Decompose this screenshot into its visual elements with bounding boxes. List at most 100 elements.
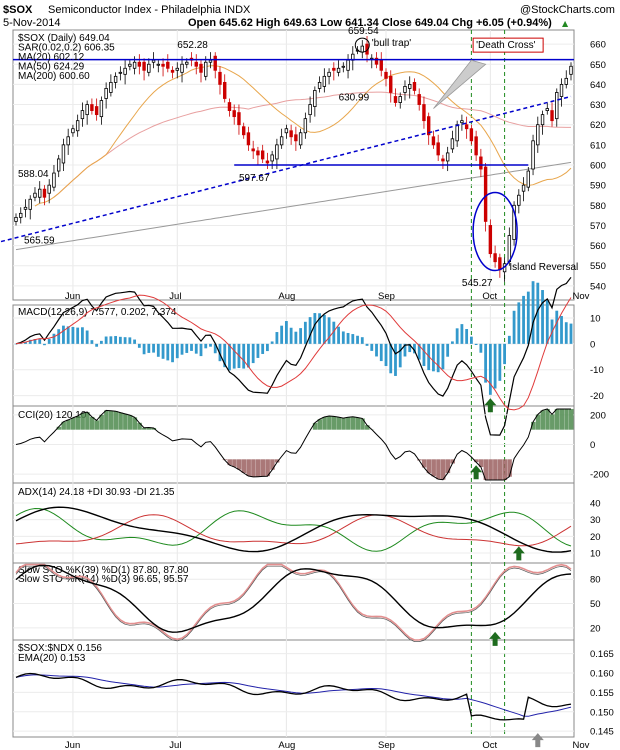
- macd-histogram-bar: [280, 325, 284, 344]
- candle-body: [156, 63, 161, 66]
- candle-body: [555, 92, 559, 120]
- candle-body: [270, 154, 274, 162]
- cci-extreme-fill: [365, 425, 370, 430]
- candle-body: [218, 71, 222, 85]
- macd-histogram-bar: [194, 343, 198, 354]
- y-tick-label: 0.165: [590, 649, 614, 660]
- chart-date: 5-Nov-2014: [3, 17, 60, 29]
- cci-extreme-fill: [445, 459, 451, 474]
- candle-body: [227, 102, 232, 111]
- macd-histogram-bar: [76, 327, 80, 344]
- cci-extreme-fill: [421, 459, 427, 468]
- cci-extreme-fill: [127, 415, 133, 430]
- x-month-label-bottom: Nov: [572, 740, 589, 750]
- cci-extreme-fill: [431, 459, 436, 477]
- candle-body: [241, 126, 246, 136]
- candle-body: [531, 140, 535, 170]
- macd-histogram-bar: [232, 343, 236, 369]
- candle-body: [75, 120, 80, 132]
- cci-extreme-fill: [251, 459, 256, 477]
- macd-histogram-bar: [531, 281, 535, 344]
- macd-histogram-bar: [223, 343, 227, 368]
- cci-extreme-fill: [123, 413, 128, 430]
- cci-extreme-fill: [360, 418, 365, 430]
- trendline: [0, 95, 572, 243]
- macd-histogram-bar: [436, 343, 440, 373]
- y-tick-label: 200: [590, 410, 606, 421]
- cci-extreme-fill: [255, 459, 261, 477]
- ma20-line: [34, 65, 572, 207]
- candle-body: [322, 75, 327, 87]
- candle-body: [517, 194, 521, 206]
- macd-panel: -20 -10 0 10 MACD(12,26,9) 7.577, 0.202, 7.3…: [13, 276, 604, 436]
- candle-body: [19, 212, 23, 218]
- cci-extreme-fill: [497, 459, 503, 481]
- macd-histogram-bar: [242, 343, 246, 369]
- y-tick-label: 540: [590, 281, 606, 292]
- candle-body: [38, 188, 42, 198]
- cci-line: [15, 408, 571, 481]
- candle-body: [137, 61, 142, 67]
- plus-di-line: [15, 507, 572, 552]
- cci-extreme-fill: [550, 414, 555, 430]
- macd-histogram-bar: [469, 336, 473, 344]
- candle-body: [384, 71, 388, 79]
- macd-histogram-bar: [541, 290, 544, 344]
- candle-body: [303, 118, 308, 134]
- candle-body: [170, 69, 175, 73]
- price-legend-entry: MA(200) 600.60: [18, 71, 90, 82]
- candle-body: [422, 104, 426, 122]
- candle-body: [118, 71, 123, 74]
- macd-histogram-bar: [109, 336, 113, 344]
- macd-histogram-bar: [114, 336, 118, 344]
- cci-extreme-fill: [478, 459, 484, 468]
- macd-histogram-bar: [147, 343, 151, 353]
- candle-body: [460, 120, 464, 124]
- candle-body: [479, 156, 483, 170]
- macd-histogram-bar: [322, 314, 326, 344]
- candle-body: [109, 81, 113, 93]
- ratio-line: [15, 672, 572, 721]
- cci-extreme-fill: [331, 416, 337, 430]
- y-tick-label: 0.145: [590, 727, 614, 738]
- macd-histogram-bar: [474, 343, 478, 346]
- candle-body: [94, 106, 99, 116]
- price-annotation: 588.04: [18, 169, 49, 180]
- macd-histogram-bar: [24, 341, 27, 344]
- macd-histogram-bar: [526, 291, 530, 344]
- macd-histogram-bar: [190, 343, 193, 351]
- adx-buy-arrow-icon: [512, 546, 525, 561]
- cci-extreme-fill: [118, 412, 123, 430]
- candle-body: [379, 59, 383, 71]
- y-tick-label: 560: [590, 241, 606, 252]
- minus-di-line: [15, 514, 572, 547]
- macd-histogram-bar: [422, 343, 426, 367]
- candle-body: [441, 158, 445, 162]
- candle-body: [142, 61, 146, 71]
- macd-histogram-bar: [351, 334, 355, 344]
- macd-histogram-bar: [384, 343, 388, 367]
- price-annotation: 'Death Cross': [476, 40, 535, 51]
- macd-histogram-bar: [38, 339, 42, 344]
- macd-histogram-bar: [564, 322, 568, 344]
- macd-histogram-bar: [318, 313, 321, 344]
- candle-body: [14, 216, 18, 222]
- candle-body: [166, 61, 170, 69]
- cci-extreme-fill: [531, 421, 536, 430]
- cci-extreme-fill: [260, 459, 266, 477]
- macd-histogram-bar: [81, 327, 84, 344]
- candle-body: [99, 100, 104, 118]
- cci-extreme-fill: [236, 459, 242, 470]
- candle-body: [341, 65, 346, 68]
- candle-body: [232, 110, 236, 118]
- cci-extreme-fill: [350, 416, 356, 430]
- candle-body: [332, 67, 336, 71]
- ratio-ema-line: [15, 674, 572, 717]
- candle-body: [33, 192, 37, 198]
- candle-body: [398, 96, 402, 103]
- x-month-label: Oct: [482, 291, 497, 302]
- candle-body: [28, 198, 32, 210]
- candle-body: [545, 108, 549, 111]
- stochastic-panel: 20 50 80 Slow STO %K(39) %D(1) 87.80, 87.80…: [13, 563, 601, 646]
- cci-extreme-fill: [66, 419, 71, 430]
